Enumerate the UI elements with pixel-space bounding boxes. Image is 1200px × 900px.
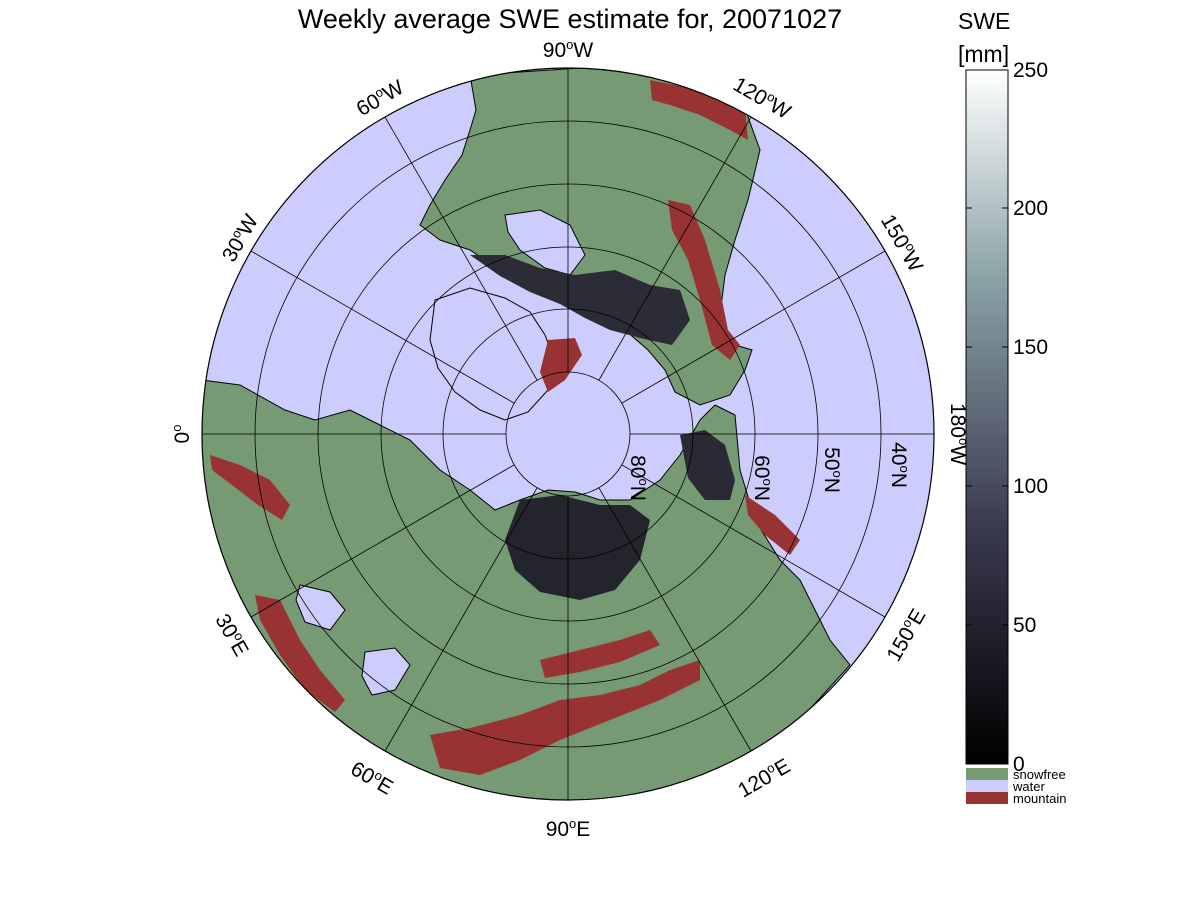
mountain-rockies: [668, 200, 740, 360]
inland-sea: [295, 584, 346, 631]
colorbar-tick-label: 100: [1013, 475, 1049, 498]
meridian-label-60e: 60oE: [347, 756, 398, 800]
meridian-label-120e: 120oE: [733, 753, 794, 803]
colorbar-ticks: [966, 69, 1008, 765]
snow-cover-arctic-canada: [470, 255, 690, 345]
category-swatch-water: [966, 780, 1008, 792]
land-layer: [202, 68, 851, 800]
meridian-label-180w: 180oW: [946, 403, 971, 465]
snow-cover-east-siberia: [680, 430, 735, 500]
mountain-alps: [255, 595, 345, 712]
parallel-label-40n: 40oN: [887, 442, 912, 488]
category-label-water: water: [1013, 779, 1045, 794]
mountain-greenland-east: [540, 338, 582, 392]
category-label-mountain: mountain: [1013, 791, 1067, 806]
meridian-150w: [621, 250, 886, 404]
meridian-label-90w: 90oW: [543, 37, 594, 62]
map-title: Weekly average SWE estimate for, 2007102…: [297, 4, 843, 34]
meridian-150e: [621, 464, 886, 618]
mountain-himalaya: [430, 660, 700, 775]
parallel-label-80n: 80oN: [626, 455, 651, 501]
map-boundary: [201, 67, 935, 801]
meridian-120e: [598, 487, 752, 752]
category-swatch-mountain: [966, 792, 1008, 804]
greenland-landmass: [429, 287, 556, 421]
colorbar-title-swe: SWE: [958, 8, 1011, 34]
mountain-east-siberia: [745, 495, 800, 555]
snow-cover-siberia: [505, 495, 650, 600]
mountain-scandinavia: [210, 455, 290, 520]
colorbar-tick-label: 50: [1013, 614, 1037, 637]
colorbar-gradient: [965, 69, 1009, 765]
colorbar-tick-label: 150: [1013, 336, 1049, 359]
colorbar: [965, 69, 1009, 804]
inland-sea: [361, 647, 411, 696]
category-swatch-snowfree: [966, 768, 1008, 780]
colorbar-tick-label: 0: [1013, 753, 1025, 776]
meridian-60e: [384, 487, 538, 752]
colorbar-title-unit: [mm]: [958, 41, 1010, 67]
colorbar-title: SWE [mm]: [958, 5, 1010, 71]
mountain-alaska: [650, 80, 748, 140]
meridian-60w: [384, 116, 538, 381]
parallel-label-50n: 50oN: [820, 447, 845, 493]
mountain-central-asia: [540, 630, 660, 678]
graticule: [202, 68, 934, 800]
meridian-120w: [598, 116, 752, 381]
meridian-label-150e: 150oE: [881, 604, 931, 665]
parallel-label-60n: 60oN: [750, 455, 775, 501]
meridian-label-0: 0o: [169, 425, 194, 444]
colorbar-tick-label: 250: [1013, 59, 1049, 82]
category-label-snowfree: snowfree: [1013, 767, 1066, 782]
meridian-label-30e: 30oE: [210, 609, 254, 660]
meridian-30w: [250, 250, 515, 404]
colorbar-tick-label: 200: [1013, 197, 1049, 220]
meridian-label-90e: 90oE: [546, 816, 591, 841]
meridian-30e: [250, 464, 515, 618]
